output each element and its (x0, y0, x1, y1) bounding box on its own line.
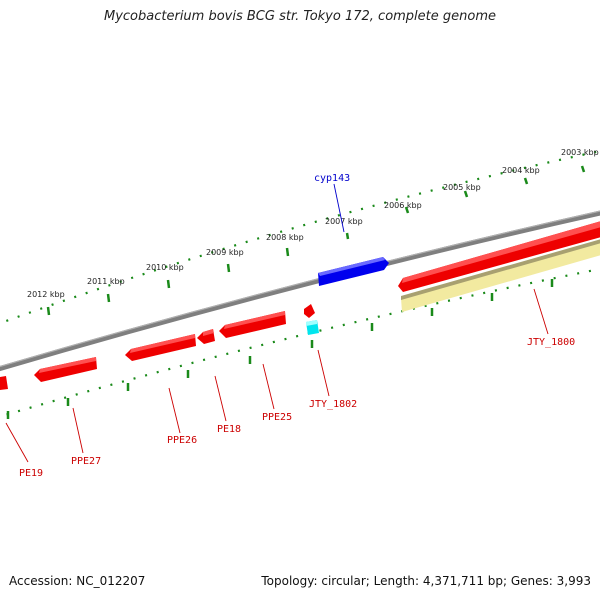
kbp-label-2008: 2008 kbp (266, 233, 304, 242)
map-title: Mycobacterium bovis BCG str. Tokyo 172, … (104, 9, 496, 24)
label-jty-1800: JTY_1800 (527, 337, 575, 348)
gene-ppe27[interactable] (34, 357, 97, 382)
gene-ppe25[interactable] (219, 311, 286, 338)
kbp-label-2010: 2010 kbp (146, 263, 184, 272)
inner-tick-ring (0, 267, 600, 418)
kbp-label-2011: 2011 kbp (87, 277, 125, 286)
kbp-label-2005: 2005 kbp (443, 183, 481, 192)
kbp-label-2004: 2004 kbp (502, 166, 540, 175)
gene-pe19[interactable] (0, 376, 8, 390)
label-ppe26: PPE26 (167, 435, 197, 446)
kbp-label-2003: 2003 kbp (561, 148, 599, 157)
label-ppe27: PPE27 (71, 456, 101, 467)
inner-major-ticks (6, 279, 554, 419)
genome-summary-text: Topology: circular; Length: 4,371,711 bp… (261, 574, 591, 588)
accession-text: Accession: NC_012207 (9, 574, 146, 588)
gene-jty-1800[interactable] (398, 220, 600, 292)
label-pe18: PE18 (217, 424, 241, 435)
outer-major-ticks (46, 165, 586, 316)
label-ppe25: PPE25 (262, 412, 292, 423)
gene-cyp143[interactable] (318, 257, 389, 286)
pseudogene-band (401, 239, 600, 312)
gene-small-red[interactable] (304, 304, 315, 318)
gene-pe18[interactable] (197, 329, 215, 344)
genome-backbone (0, 210, 600, 372)
gene-ppe26[interactable] (125, 334, 196, 361)
gene-small-rna[interactable] (306, 320, 319, 335)
kbp-label-2012: 2012 kbp (27, 290, 65, 299)
label-jty-1802: JTY_1802 (309, 399, 357, 410)
gene-labels: cyp143 JTY_1800 JTY_1802 PPE25 PE18 PPE2… (19, 173, 575, 479)
kbp-label-2006: 2006 kbp (384, 201, 422, 210)
kbp-label-2009: 2009 kbp (206, 248, 244, 257)
label-pe19: PE19 (19, 468, 43, 479)
kbp-label-2007: 2007 kbp (325, 217, 363, 226)
label-cyp143: cyp143 (314, 173, 350, 184)
kbp-labels: 2003 kbp 2004 kbp 2005 kbp 2006 kbp 2007… (27, 148, 599, 299)
gene-leader-lines (5, 183, 549, 463)
